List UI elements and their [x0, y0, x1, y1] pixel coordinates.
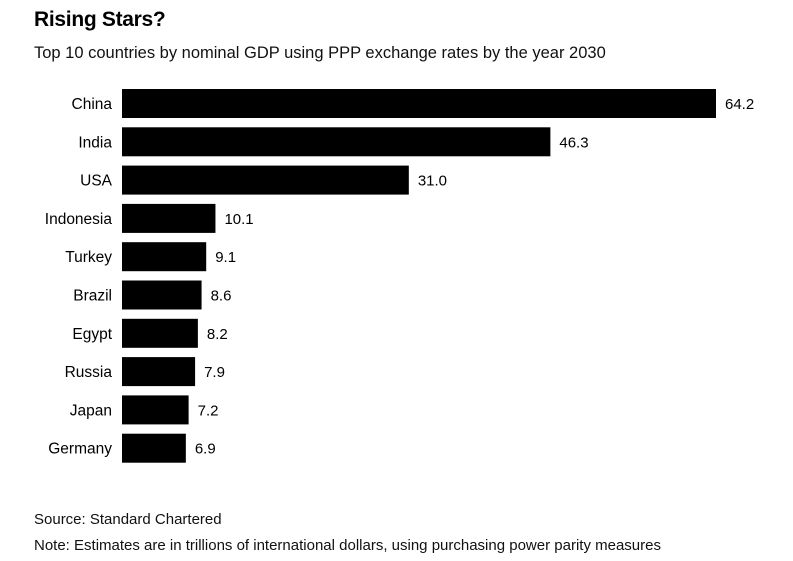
bar-china — [122, 89, 716, 118]
bar-usa — [122, 165, 409, 195]
bar-russia — [122, 357, 196, 387]
category-label-russia: Russia — [65, 364, 113, 381]
value-label-usa: 31.0 — [418, 173, 447, 190]
bar-germany — [122, 433, 186, 463]
category-label-egypt: Egypt — [72, 326, 112, 343]
chart-subtitle: Top 10 countries by nominal GDP using PP… — [34, 44, 606, 62]
category-label-china: China — [72, 96, 113, 113]
value-label-russia: 7.9 — [204, 364, 225, 381]
category-label-brazil: Brazil — [73, 288, 112, 305]
bar-brazil — [122, 280, 202, 310]
value-label-indonesia: 10.1 — [224, 211, 253, 228]
bar-japan — [122, 395, 189, 425]
value-label-germany: 6.9 — [195, 441, 216, 458]
footnote: Note: Estimates are in trillions of inte… — [34, 537, 661, 554]
bar-indonesia — [122, 203, 216, 233]
source-note: Source: Standard Chartered — [34, 511, 222, 528]
bar-india — [122, 127, 551, 157]
category-label-indonesia: Indonesia — [45, 211, 113, 228]
bar-turkey — [122, 242, 207, 272]
category-label-turkey: Turkey — [65, 249, 112, 266]
bar-egypt — [122, 318, 198, 348]
value-label-japan: 7.2 — [198, 402, 219, 419]
category-label-usa: USA — [80, 173, 113, 190]
category-label-japan: Japan — [70, 402, 112, 419]
value-label-turkey: 9.1 — [215, 249, 236, 266]
value-label-egypt: 8.2 — [207, 326, 228, 343]
value-label-india: 46.3 — [559, 134, 588, 151]
category-label-india: India — [78, 134, 112, 151]
bar-chart: China 64.2 India 46.3 USA 31.0 Indonesia 10.1 Tu… — [45, 89, 754, 463]
category-label-germany: Germany — [48, 441, 112, 458]
value-label-brazil: 8.6 — [211, 288, 232, 305]
value-label-china: 64.2 — [725, 96, 754, 113]
chart-title: Rising Stars? — [34, 8, 166, 31]
